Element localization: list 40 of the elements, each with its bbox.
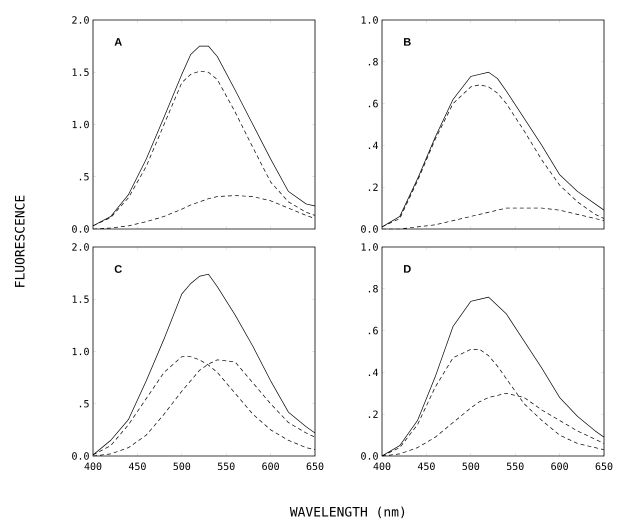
text: B bbox=[404, 38, 411, 46]
text: C bbox=[114, 265, 122, 273]
text: D bbox=[404, 265, 411, 273]
y-tick-label: .5 bbox=[80, 173, 89, 180]
y-tick-label: 1.0 bbox=[72, 348, 89, 356]
y-tick-label: 1.0 bbox=[362, 16, 378, 24]
x-tick-label: 450 bbox=[128, 462, 146, 470]
y-tick-label: 2.0 bbox=[72, 243, 89, 251]
x-tick-label: 500 bbox=[462, 462, 480, 470]
x-tick-label: 550 bbox=[506, 462, 524, 470]
y-tick-label: .8 bbox=[368, 58, 378, 66]
y-tick-label: .6 bbox=[368, 100, 378, 108]
x-tick-label: 400 bbox=[84, 462, 102, 470]
y-tick-label: .5 bbox=[80, 400, 89, 408]
x-tick-label: 650 bbox=[306, 462, 324, 470]
x-tick-label: 400 bbox=[374, 462, 390, 470]
y-axis-title: FLUORESCENCE bbox=[14, 196, 25, 287]
y-tick-label: 0.0 bbox=[72, 452, 89, 460]
y-tick-label: 1.5 bbox=[72, 68, 89, 76]
x-tick-label: 600 bbox=[551, 462, 568, 470]
y-tick-label: 1.0 bbox=[362, 243, 378, 251]
y-tick-label: .6 bbox=[368, 326, 378, 334]
text: A bbox=[114, 38, 122, 46]
y-tick-label: .2 bbox=[368, 183, 378, 191]
y-tick-label: .4 bbox=[368, 368, 378, 376]
y-tick-label: 1.0 bbox=[72, 120, 89, 128]
y-tick-label: 1.5 bbox=[72, 296, 89, 303]
y-tick-label: 0.0 bbox=[72, 225, 89, 233]
x-tick-label: 450 bbox=[418, 462, 435, 470]
y-tick-label: .8 bbox=[368, 285, 378, 293]
x-tick-label: 650 bbox=[596, 462, 612, 470]
x-tick-label: 600 bbox=[262, 462, 279, 470]
y-tick-label: 0.0 bbox=[361, 225, 378, 233]
y-tick-label: .2 bbox=[368, 410, 378, 418]
x-axis-title: WAVELENGTH (nm) bbox=[290, 506, 404, 518]
x-tick-label: 550 bbox=[218, 462, 235, 470]
y-tick-label: .4 bbox=[368, 142, 378, 150]
y-tick-label: 2.0 bbox=[72, 16, 89, 24]
y-tick-label: 0.0 bbox=[361, 452, 378, 460]
x-tick-label: 500 bbox=[174, 462, 190, 470]
